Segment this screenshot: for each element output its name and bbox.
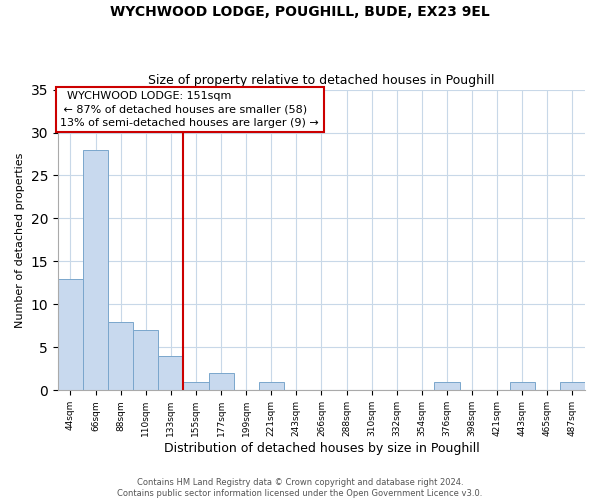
- Bar: [108, 322, 133, 390]
- Bar: [560, 382, 585, 390]
- Text: WYCHWOOD LODGE: 151sqm
 ← 87% of detached houses are smaller (58)
13% of semi-de: WYCHWOOD LODGE: 151sqm ← 87% of detached…: [61, 92, 319, 128]
- Bar: [184, 382, 209, 390]
- Bar: [259, 382, 284, 390]
- Bar: [209, 373, 233, 390]
- Bar: [133, 330, 158, 390]
- Bar: [510, 382, 535, 390]
- Bar: [434, 382, 460, 390]
- Y-axis label: Number of detached properties: Number of detached properties: [15, 152, 25, 328]
- Title: Size of property relative to detached houses in Poughill: Size of property relative to detached ho…: [148, 74, 495, 87]
- Text: WYCHWOOD LODGE, POUGHILL, BUDE, EX23 9EL: WYCHWOOD LODGE, POUGHILL, BUDE, EX23 9EL: [110, 5, 490, 19]
- Text: Contains HM Land Registry data © Crown copyright and database right 2024.
Contai: Contains HM Land Registry data © Crown c…: [118, 478, 482, 498]
- Bar: [158, 356, 184, 390]
- Bar: [58, 278, 83, 390]
- X-axis label: Distribution of detached houses by size in Poughill: Distribution of detached houses by size …: [164, 442, 479, 455]
- Bar: [83, 150, 108, 390]
